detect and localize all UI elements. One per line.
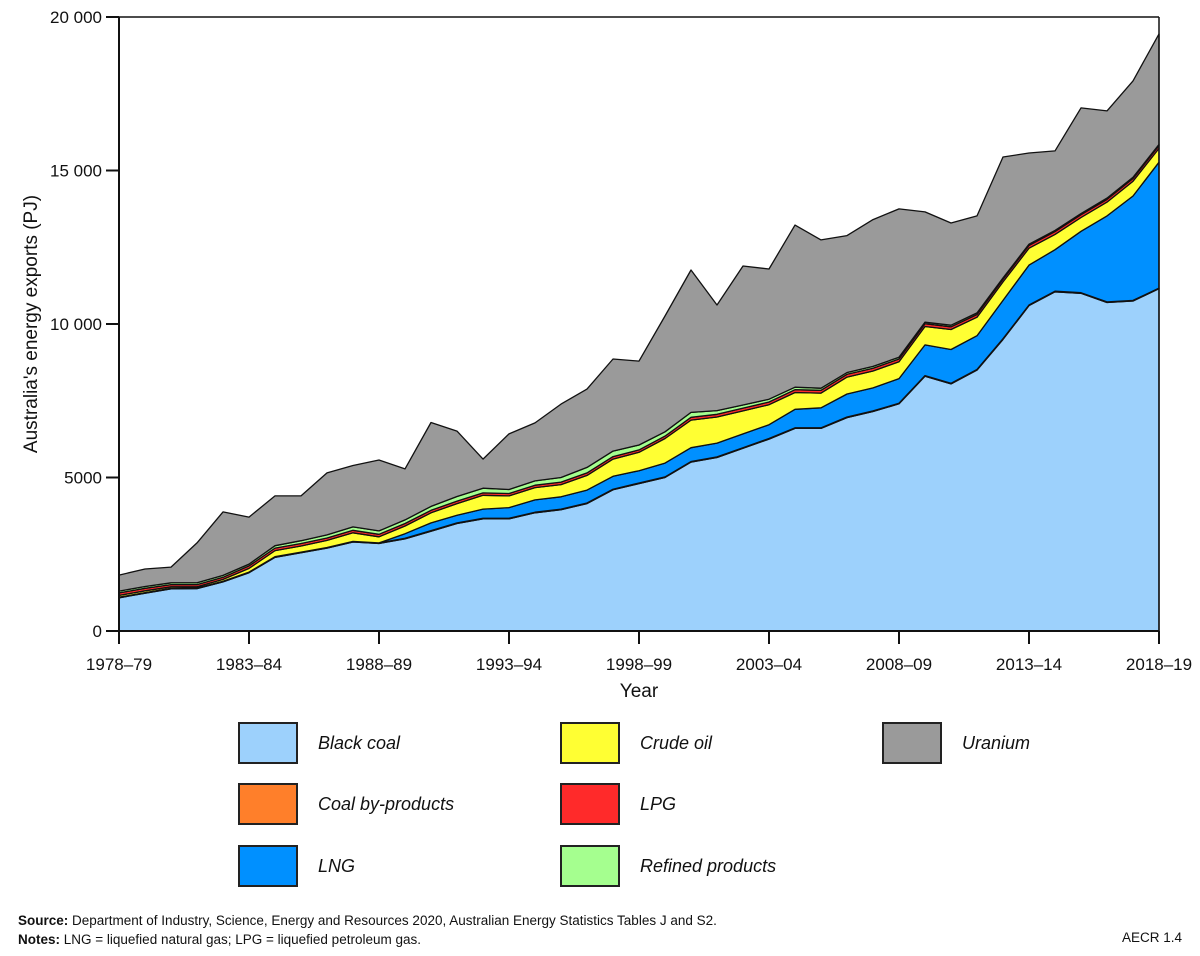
y-axis-title: Australia's energy exports (PJ) xyxy=(21,195,42,453)
x-tick-label: 2008–09 xyxy=(866,655,932,674)
legend-swatch-crude-oil xyxy=(560,722,620,764)
x-tick-label: 1993–94 xyxy=(476,655,542,674)
y-tick-label: 5000 xyxy=(64,469,102,488)
axes: 0 5000 10 000 15 000 20 000 1978–79 1983–84 198… xyxy=(50,8,1192,674)
legend-swatch-uranium xyxy=(882,722,942,764)
legend-label: Refined products xyxy=(640,855,777,876)
source-text: Department of Industry, Science, Energy … xyxy=(68,913,717,928)
legend-swatch-coal-by-products xyxy=(238,783,298,825)
x-tick-label: 1978–79 xyxy=(86,655,152,674)
legend-item-black-coal: Black coal xyxy=(238,722,400,764)
figure-code: AECR 1.4 xyxy=(1121,930,1182,945)
legend-item-refined-products: Refined products xyxy=(560,845,776,887)
notes-label: Notes: xyxy=(18,932,61,947)
legend-swatch-black-coal xyxy=(238,722,298,764)
legend-swatch-lpg xyxy=(560,783,620,825)
legend-item-lng: LNG xyxy=(238,845,355,887)
notes-text: LNG = liquefied natural gas; LPG = lique… xyxy=(60,932,421,947)
legend-label: Crude oil xyxy=(640,732,713,753)
x-tick-label: 2013–14 xyxy=(996,655,1062,674)
y-tick-label: 0 xyxy=(93,622,102,641)
legend-label: Coal by-products xyxy=(318,793,455,814)
x-tick-label: 2003–04 xyxy=(736,655,802,674)
notes-line: Notes: LNG = liquefied natural gas; LPG … xyxy=(18,930,717,949)
x-tick-label: 1988–89 xyxy=(346,655,412,674)
source-label: Source: xyxy=(18,913,69,928)
x-tick-label: 1983–84 xyxy=(216,655,282,674)
legend: Black coal Coal by-products LNG Crude oi… xyxy=(238,722,1098,892)
footer-notes: Source: Department of Industry, Science,… xyxy=(18,911,717,949)
legend-item-crude-oil: Crude oil xyxy=(560,722,712,764)
x-tick-label: 1998–99 xyxy=(606,655,672,674)
x-axis-title: Year xyxy=(620,681,659,702)
y-tick-label: 15 000 xyxy=(50,162,102,181)
y-tick-label: 20 000 xyxy=(50,8,102,27)
legend-label: Black coal xyxy=(318,732,401,753)
x-tick-label: 2018–19 xyxy=(1126,655,1192,674)
source-line: Source: Department of Industry, Science,… xyxy=(18,911,717,930)
stacked-area-chart: 0 5000 10 000 15 000 20 000 1978–79 1983–84 198… xyxy=(21,8,1192,702)
legend-item-lpg: LPG xyxy=(560,783,676,825)
y-tick-label: 10 000 xyxy=(50,315,102,334)
legend-label: LNG xyxy=(318,855,356,876)
legend-swatch-lng xyxy=(238,845,298,887)
legend-item-uranium: Uranium xyxy=(882,722,1030,764)
legend-label: LPG xyxy=(640,793,677,814)
legend-item-coal-by-products: Coal by-products xyxy=(238,783,454,825)
area-series-group xyxy=(118,33,1160,632)
legend-swatch-refined-products xyxy=(560,845,620,887)
legend-label: Uranium xyxy=(962,732,1031,753)
